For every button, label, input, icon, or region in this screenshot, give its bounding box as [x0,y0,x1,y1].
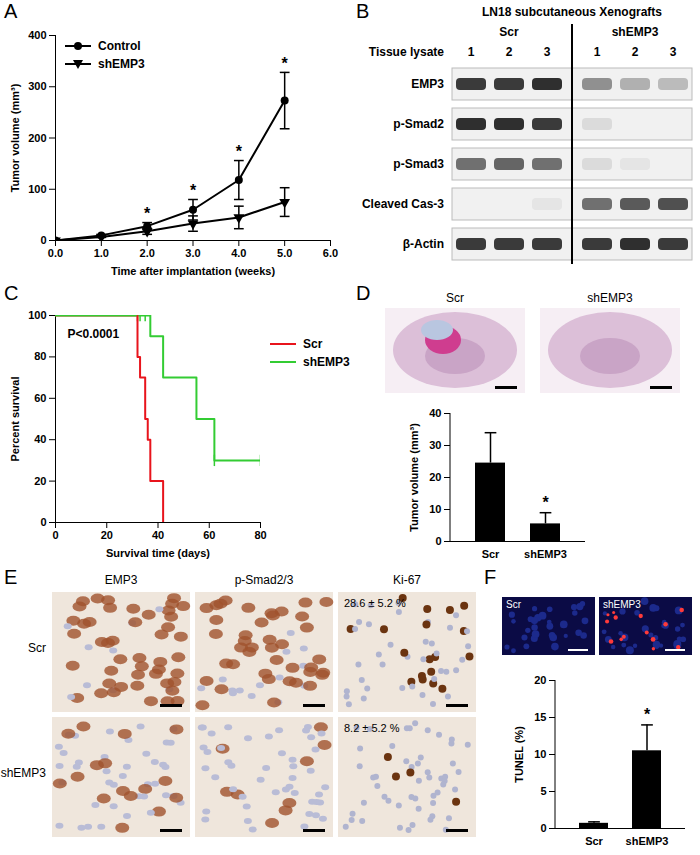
svg-text:*: * [190,182,197,199]
svg-text:20: 20 [534,674,546,686]
svg-text:30: 30 [429,439,441,451]
svg-text:5: 5 [540,785,546,797]
svg-text:2.0: 2.0 [140,247,155,259]
svg-text:200: 200 [28,132,46,144]
svg-text:2: 2 [632,45,639,59]
svg-text:p-Smad2/3: p-Smad2/3 [235,573,294,587]
svg-text:40: 40 [152,529,164,541]
svg-text:Tumor volume (mm³): Tumor volume (mm³) [408,423,420,532]
svg-text:2: 2 [506,45,513,59]
svg-text:100: 100 [28,309,46,321]
svg-text:20: 20 [34,475,46,487]
html-text:F: F [484,566,497,588]
svg-text:*: * [236,143,243,160]
svg-text:Ki-67: Ki-67 [393,573,421,587]
html-text:E: E [4,566,18,588]
svg-text:Scr: Scr [28,641,46,655]
svg-text:15: 15 [534,711,546,723]
svg-text:Cleaved Cas-3: Cleaved Cas-3 [362,197,444,211]
svg-text:EMP3: EMP3 [105,573,138,587]
svg-text:1.0: 1.0 [94,247,109,259]
html-text:shEMP3: shEMP3 [303,355,350,369]
svg-text:*: * [542,494,549,511]
svg-text:400: 400 [28,29,46,41]
svg-text:EMP3: EMP3 [411,77,444,91]
svg-text:P<0.0001: P<0.0001 [68,327,120,341]
svg-text:*: * [644,706,651,723]
svg-text:1: 1 [594,45,601,59]
html-text:B: B [356,0,370,22]
svg-text:0: 0 [40,234,46,246]
svg-text:100: 100 [28,183,46,195]
svg-text:TUNEL (%): TUNEL (%) [513,726,525,783]
svg-text:Time after implantation (weeks: Time after implantation (weeks) [111,265,276,277]
svg-text:300: 300 [28,80,46,92]
svg-text:10: 10 [534,748,546,760]
svg-text:3: 3 [544,45,551,59]
svg-text:40: 40 [429,407,441,419]
svg-text:3: 3 [670,45,677,59]
svg-text:8.2 ± 5.2 %: 8.2 ± 5.2 % [344,722,400,734]
svg-text:Percent survival: Percent survival [9,377,21,462]
svg-text:shEMP3: shEMP3 [612,25,659,39]
svg-text:p-Smad2: p-Smad2 [393,117,444,131]
svg-text:60: 60 [34,392,46,404]
svg-text:0: 0 [40,516,46,528]
svg-text:20: 20 [429,471,441,483]
svg-text:Scr: Scr [506,599,522,610]
svg-text:Survival time (days): Survival time (days) [106,547,210,559]
svg-text:Scr: Scr [499,25,519,39]
svg-text:0: 0 [540,822,546,834]
svg-text:80: 80 [34,350,46,362]
svg-text:β-Actin: β-Actin [403,237,444,251]
svg-text:80: 80 [254,529,266,541]
html-text:C: C [4,282,19,304]
svg-text:shEMP3: shEMP3 [603,599,641,610]
svg-text:*: * [144,205,151,222]
svg-text:shEMP3: shEMP3 [587,291,633,305]
svg-text:LN18 subcutaneous Xenografts: LN18 subcutaneous Xenografts [482,5,662,19]
svg-text:shEMP3: shEMP3 [524,548,567,560]
html-text:A: A [4,0,18,22]
svg-text:4.0: 4.0 [231,247,246,259]
svg-text:40: 40 [34,433,46,445]
svg-text:28.6 ± 5.2 %: 28.6 ± 5.2 % [344,597,406,609]
svg-text:*: * [282,55,289,72]
svg-text:Scr: Scr [482,548,500,560]
svg-text:0: 0 [52,529,58,541]
html-text:shEMP3: shEMP3 [98,57,145,71]
html-text:Control: Control [98,39,141,53]
svg-text:3.0: 3.0 [185,247,200,259]
svg-text:shEMP3: shEMP3 [626,835,669,847]
svg-text:Scr: Scr [585,835,603,847]
svg-text:60: 60 [203,529,215,541]
svg-text:20: 20 [101,529,113,541]
html-text:D: D [356,282,371,304]
svg-text:Tumor volume (mm³): Tumor volume (mm³) [9,83,21,192]
svg-text:p-Smad3: p-Smad3 [393,157,444,171]
svg-text:5.0: 5.0 [277,247,292,259]
svg-text:Scr: Scr [446,291,464,305]
svg-text:0: 0 [435,535,441,547]
svg-text:0.0: 0.0 [48,247,63,259]
svg-text:Tissue lysate: Tissue lysate [369,45,444,59]
svg-text:shEMP3: shEMP3 [1,766,47,780]
svg-text:6.0: 6.0 [323,247,338,259]
html-text:Scr: Scr [303,337,323,351]
svg-text:10: 10 [429,503,441,515]
svg-text:1: 1 [468,45,475,59]
